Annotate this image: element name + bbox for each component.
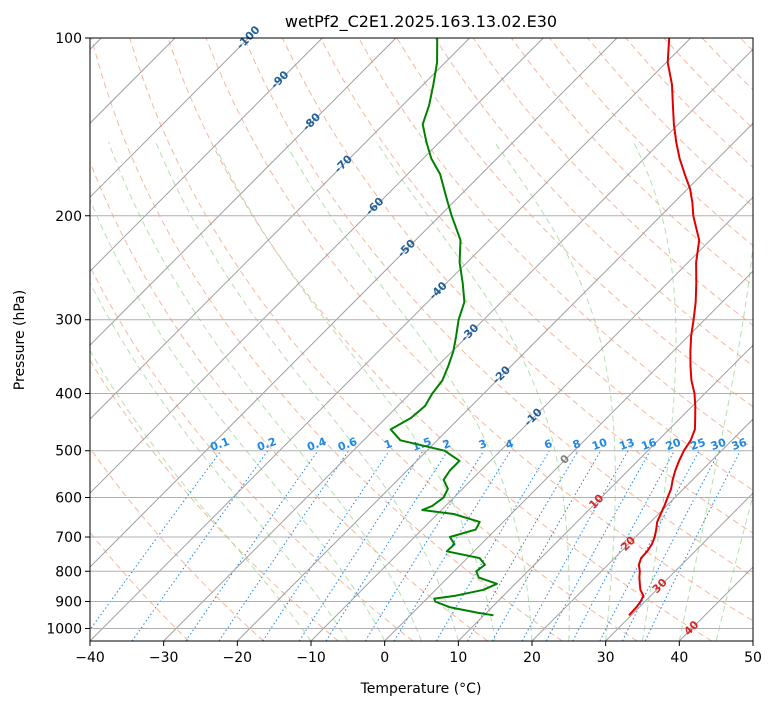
y-tick-label: 500	[55, 444, 82, 460]
mixing-ratio-line	[521, 450, 629, 641]
isotherm-line	[605, 492, 753, 641]
mixing-ratio-label: 8	[571, 437, 583, 452]
x-axis-title: Temperature (°C)	[360, 681, 482, 697]
isotherm-line	[310, 196, 753, 641]
isotherm-line	[90, 38, 323, 272]
x-tick-label: 40	[670, 650, 688, 666]
mixing-ratio-label: 16	[640, 436, 659, 454]
y-tick-label: 900	[55, 594, 82, 610]
mixing-ratio-line	[185, 450, 319, 641]
dry-adiabat	[205, 38, 753, 622]
mixing-ratio-line	[298, 450, 424, 641]
isotherm-line	[90, 38, 618, 568]
mixing-ratio-label: 0.2	[255, 435, 278, 454]
dry-adiabat	[167, 38, 712, 641]
plot-frame	[89, 37, 754, 642]
dry-adiabat	[510, 38, 753, 286]
mixing-ratio-label: 25	[688, 436, 707, 453]
mixing-ratio-label: 13	[617, 436, 636, 453]
mixing-ratio-label: 0.6	[336, 435, 359, 454]
y-tick-label: 100	[55, 31, 82, 47]
dry-adiabat	[90, 359, 339, 641]
dry-adiabat	[281, 38, 753, 534]
x-tick-label: −40	[75, 650, 105, 666]
dry-adiabat	[243, 38, 753, 578]
isotherm-line	[90, 38, 397, 346]
x-tick-label: 10	[449, 650, 467, 666]
isotherm-line	[90, 38, 544, 494]
dry-adiabat	[129, 38, 638, 641]
mixing-ratio-line	[218, 450, 350, 641]
x-tick-label: 0	[380, 650, 389, 666]
y-tick-label: 800	[55, 564, 82, 580]
mixing-ratio-label: 30	[709, 436, 728, 454]
pressure-gridlines	[90, 38, 753, 629]
x-axis-ticks: −40 −30 −20 −10 0 10 20 30 40 50	[75, 641, 762, 666]
dry-adiabat	[434, 38, 753, 367]
isotherm-line	[236, 122, 753, 641]
sounding-traces	[389, 38, 701, 617]
mixing-ratio-line	[325, 450, 449, 641]
temperature-trace	[628, 38, 701, 616]
mixing-ratio-label: 6	[542, 437, 554, 452]
mixing-ratio-line	[262, 450, 390, 641]
isotherm-line	[531, 418, 753, 641]
mixing-ratio-line	[644, 450, 741, 641]
chart-title: wetPf2_C2E1.2025.163.13.02.E30	[285, 12, 557, 32]
y-axis-ticks: 100 200 300 400 500 600 700 800 900 1000	[46, 31, 90, 637]
mixing-ratio-label: 20	[664, 436, 683, 454]
mixing-ratio-label: 4	[504, 437, 516, 452]
mixing-ratio-line	[393, 450, 512, 641]
dry-adiabat	[90, 447, 264, 641]
dry-adiabat	[90, 265, 414, 641]
y-axis-title: Pressure (hPa)	[12, 290, 28, 390]
mixing-ratio-label: 3	[477, 437, 489, 452]
y-tick-label: 1000	[46, 621, 82, 637]
x-tick-label: 30	[597, 650, 615, 666]
x-tick-label: −10	[296, 650, 326, 666]
isotherm-line	[90, 38, 249, 198]
isotherm-line	[90, 38, 691, 641]
plot-area	[90, 38, 753, 641]
isotherm-line	[384, 270, 753, 641]
y-tick-label: 600	[55, 490, 82, 506]
isotherm-line	[90, 38, 470, 420]
y-tick-label: 200	[55, 209, 82, 225]
mixing-ratio-label: 2	[441, 437, 453, 452]
mixing-ratio-line	[545, 450, 651, 641]
dry-adiabat	[472, 38, 753, 326]
dry-adiabat	[91, 38, 563, 641]
mixing-ratio-label: 0.4	[305, 435, 328, 454]
x-tick-label: −20	[223, 650, 253, 666]
x-tick-label: 50	[744, 650, 762, 666]
isotherm-line	[457, 344, 753, 641]
mixing-ratio-label: 1	[382, 437, 394, 452]
mixing-ratio-line	[364, 450, 485, 641]
mixing-ratio-label: 36	[730, 436, 749, 454]
x-tick-label: 20	[523, 650, 541, 666]
y-tick-label: 700	[55, 530, 82, 546]
x-tick-label: −30	[149, 650, 179, 666]
mixing-ratio-label: 10	[590, 436, 609, 454]
mixing-ratio-line	[621, 450, 721, 641]
dry-adiabat	[320, 38, 753, 491]
y-tick-label: 400	[55, 387, 82, 403]
y-tick-label: 300	[55, 313, 82, 329]
isotherm-line	[163, 48, 753, 641]
mixing-ratio-label: 0.1	[208, 435, 231, 454]
dewpoint-trace	[389, 38, 498, 617]
mixing-ratio-line	[90, 450, 222, 631]
